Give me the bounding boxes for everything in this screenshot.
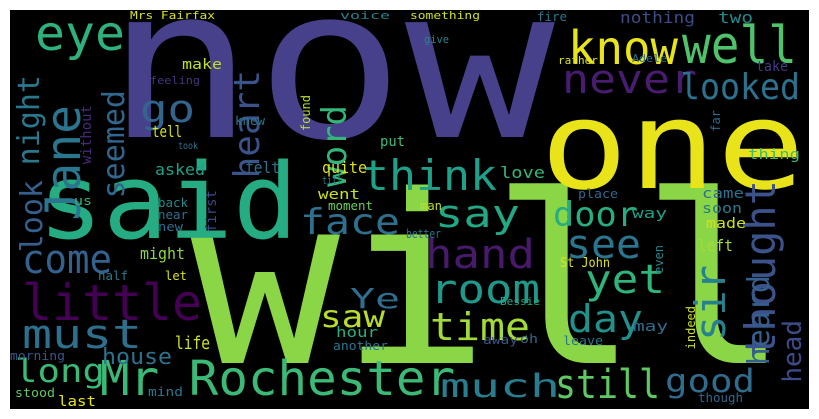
word-two: two xyxy=(718,10,754,27)
word-till: till xyxy=(322,174,343,187)
word-mrs-fairfax: Mrs Fairfax xyxy=(130,10,216,22)
word-one: one xyxy=(540,75,806,217)
word-half: half xyxy=(98,269,129,283)
word-eye: eye xyxy=(35,10,125,62)
word-well: well xyxy=(682,16,797,76)
word-time: time xyxy=(430,305,531,349)
word-st-john: St John xyxy=(560,256,610,271)
word-new: new xyxy=(158,220,184,234)
word-something: something xyxy=(410,10,480,22)
word-think: think xyxy=(362,151,498,200)
word-left: left xyxy=(698,236,733,255)
word-life: life xyxy=(175,333,210,354)
word-still: still xyxy=(555,362,661,408)
word-take: take xyxy=(756,59,788,75)
word-door: door xyxy=(553,195,639,235)
word-went: went xyxy=(318,187,361,203)
word-another: another xyxy=(333,339,388,353)
word-tell: tell xyxy=(152,122,183,141)
word-say: say xyxy=(435,192,520,236)
word-way: way xyxy=(632,206,668,222)
word-make: make xyxy=(182,57,222,73)
word-last: last xyxy=(58,394,97,409)
word-cloud: now will one said Mr Rochester well know eye Jan… xyxy=(10,10,809,409)
word-must: must xyxy=(22,312,143,358)
word-thing: thing xyxy=(748,147,801,163)
word-may: may xyxy=(633,319,669,335)
word-voice: voice xyxy=(340,10,390,22)
word-back: back xyxy=(158,196,189,210)
word-house: house xyxy=(102,345,173,370)
word-come: come xyxy=(22,237,112,283)
word-though: though xyxy=(698,391,744,405)
word-us: us xyxy=(74,194,92,208)
word-hand: hand xyxy=(425,232,536,278)
word-first: first xyxy=(204,190,220,233)
word-mr-rochester: Mr Rochester xyxy=(100,351,456,407)
word-away: away xyxy=(483,333,519,347)
word-felt: felt xyxy=(245,158,280,177)
word-night: night xyxy=(12,75,47,166)
word-day: day xyxy=(568,297,644,341)
word-fire: fire xyxy=(537,10,568,24)
word-said: said xyxy=(38,141,298,263)
word-see: see xyxy=(566,222,641,268)
word-without: without xyxy=(79,105,95,165)
word-head: head xyxy=(778,320,808,383)
word-place: place xyxy=(578,187,618,201)
word-put: put xyxy=(380,134,405,150)
word-rather: rather xyxy=(558,54,598,67)
word-saw: saw xyxy=(320,300,386,335)
word-quite: quite xyxy=(322,158,367,177)
word-feeling: feeling xyxy=(150,74,201,87)
word-will: will xyxy=(190,146,790,409)
word-much: much xyxy=(440,367,560,405)
word-nothing: nothing xyxy=(620,10,695,27)
word-hour: hour xyxy=(336,325,379,341)
word-give: give xyxy=(424,33,449,46)
word-looked: looked xyxy=(680,67,801,108)
word-let: let xyxy=(165,269,187,283)
word-now: now xyxy=(105,10,555,187)
word-made: made xyxy=(706,216,746,232)
word-adele: Adele xyxy=(632,52,668,65)
word-long: long xyxy=(15,352,106,390)
word-little: little xyxy=(22,274,203,332)
word-face: face xyxy=(300,202,400,243)
word-asked: asked xyxy=(155,160,206,179)
word-stood: stood xyxy=(15,386,55,400)
word-know: know xyxy=(568,21,679,75)
word-might: might xyxy=(140,244,185,263)
word-far: far xyxy=(709,110,723,132)
word-bessie: Bessie xyxy=(500,295,540,308)
word-man: man xyxy=(420,199,442,213)
word-oh: oh xyxy=(520,332,538,346)
word-good: good xyxy=(665,362,756,400)
word-took: took xyxy=(178,141,198,152)
word-near: near xyxy=(158,208,189,222)
word-never: never xyxy=(562,57,697,103)
word-found: found xyxy=(299,95,313,132)
word-ye: Ye xyxy=(350,282,401,315)
word-better: better xyxy=(406,227,441,241)
word-mind: mind xyxy=(148,385,184,399)
word-love: love xyxy=(500,163,546,182)
word-go: go xyxy=(140,87,196,131)
word-even: even xyxy=(652,245,666,274)
word-soon: soon xyxy=(702,201,742,217)
word-came: came xyxy=(702,186,745,202)
word-knew: knew xyxy=(235,114,266,128)
word-moment: moment xyxy=(328,199,374,213)
word-room: room xyxy=(430,267,541,313)
word-yet: yet xyxy=(585,257,665,303)
word-seemed: seemed xyxy=(97,90,132,199)
word-heard: heard xyxy=(742,275,777,366)
word-leave: leave xyxy=(563,334,603,348)
word-indeed: indeed xyxy=(684,306,698,350)
word-morning: morning xyxy=(10,349,65,363)
